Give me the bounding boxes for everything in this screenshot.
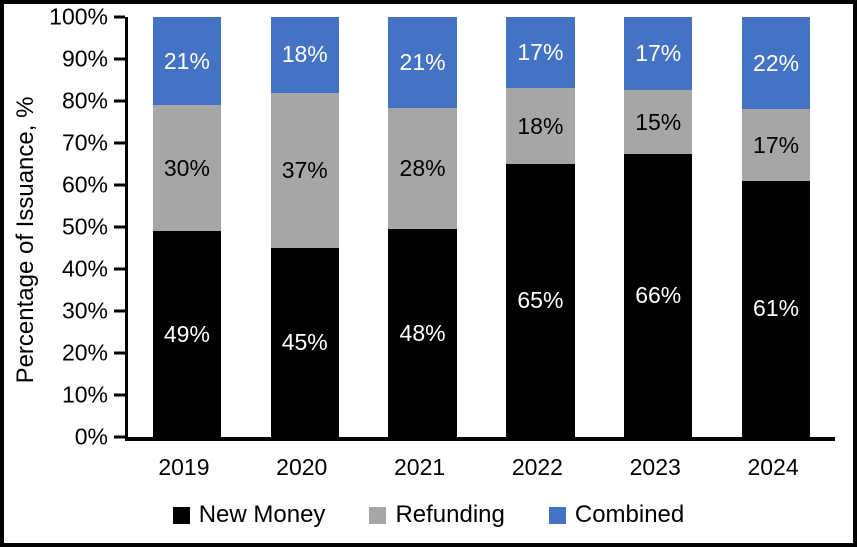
data-label: 17% bbox=[517, 39, 564, 66]
segment-combined-2020: 18% bbox=[270, 17, 339, 93]
segment-combined-2022: 17% bbox=[506, 17, 575, 89]
legend-label: Refunding bbox=[395, 501, 505, 528]
y-tick-label: 90% bbox=[61, 45, 108, 72]
segment-new-money-2024: 61% bbox=[741, 180, 811, 437]
legend-item-refunding: Refunding bbox=[369, 501, 505, 529]
plot-area: 49% 30% 21% 45% 37% 18% 48% 28% 21% 65% 18% 17% 66% 1… bbox=[114, 15, 835, 441]
bar-slot-2020: 45% 37% 18% bbox=[246, 17, 364, 437]
bar-slot-2024: 61% 17% 22% bbox=[717, 17, 835, 437]
segment-combined-2019: 21% bbox=[152, 17, 222, 106]
data-label: 15% bbox=[635, 108, 682, 135]
stacked-bar-2023: 66% 15% 17% bbox=[624, 17, 693, 437]
y-tick-label: 10% bbox=[61, 381, 108, 408]
bar-slot-2021: 48% 28% 21% bbox=[364, 17, 482, 437]
segment-new-money-2022: 65% bbox=[506, 164, 575, 437]
data-label: 45% bbox=[281, 329, 328, 355]
segment-refunding-2022: 18% bbox=[506, 88, 575, 164]
y-tick-mark bbox=[114, 309, 125, 313]
new-money-swatch-icon bbox=[172, 506, 190, 524]
y-axis-tick-labels: 100% 90% 80% 70% 60% 50% 40% 30% 20% 10%… bbox=[4, 5, 108, 448]
y-tick-mark bbox=[114, 57, 125, 61]
y-tick-label: 60% bbox=[61, 171, 108, 198]
y-tick-label: 50% bbox=[61, 213, 108, 240]
bar-slot-2022: 65% 18% 17% bbox=[481, 17, 599, 437]
y-tick-label: 80% bbox=[61, 87, 108, 114]
data-label: 21% bbox=[163, 47, 210, 74]
legend-label: New Money bbox=[198, 501, 326, 528]
data-label: 48% bbox=[399, 319, 446, 346]
segment-refunding-2019: 30% bbox=[152, 105, 222, 232]
data-label: 37% bbox=[281, 156, 328, 183]
combined-swatch-icon bbox=[548, 506, 566, 524]
segment-combined-2023: 17% bbox=[624, 17, 693, 90]
segment-new-money-2021: 48% bbox=[388, 229, 457, 437]
y-tick-label: 100% bbox=[49, 3, 108, 30]
data-label: 18% bbox=[281, 41, 328, 68]
x-tick-label: 2022 bbox=[511, 454, 563, 480]
y-tick-label: 70% bbox=[61, 129, 108, 156]
y-tick-mark bbox=[114, 351, 125, 355]
data-label: 22% bbox=[753, 49, 800, 76]
data-label: 18% bbox=[517, 112, 564, 139]
segment-refunding-2023: 15% bbox=[624, 89, 693, 155]
data-label: 61% bbox=[753, 295, 800, 322]
stacked-bar-2019: 49% 30% 21% bbox=[152, 17, 222, 437]
segment-refunding-2024: 17% bbox=[741, 109, 811, 181]
data-label: 17% bbox=[753, 131, 800, 158]
x-tick-label: 2019 bbox=[158, 454, 210, 480]
segment-new-money-2019: 49% bbox=[152, 231, 222, 437]
data-label: 65% bbox=[517, 287, 564, 313]
stacked-bar-2020: 45% 37% 18% bbox=[270, 17, 339, 437]
data-label: 17% bbox=[635, 39, 682, 66]
segment-refunding-2021: 28% bbox=[388, 107, 457, 230]
x-tick-label: 2021 bbox=[393, 454, 446, 480]
data-label: 30% bbox=[163, 154, 210, 181]
data-label: 49% bbox=[163, 320, 210, 347]
y-tick-label: 40% bbox=[61, 255, 108, 282]
bar-slot-2023: 66% 15% 17% bbox=[599, 17, 717, 437]
refunding-swatch-icon bbox=[369, 506, 387, 524]
segment-combined-2024: 22% bbox=[741, 17, 811, 110]
y-tick-label: 0% bbox=[74, 423, 108, 450]
y-tick-mark bbox=[114, 99, 125, 103]
legend: New Money Refunding Combined bbox=[4, 501, 853, 529]
legend-item-new-money: New Money bbox=[172, 501, 326, 529]
bars: 49% 30% 21% 45% 37% 18% 48% 28% 21% 65% 18% 17% 66% 1… bbox=[128, 17, 835, 437]
data-label: 28% bbox=[399, 155, 446, 182]
y-tick-label: 20% bbox=[61, 339, 108, 366]
y-tick-label: 30% bbox=[61, 297, 108, 324]
stacked-bar-2024: 61% 17% 22% bbox=[741, 17, 811, 437]
data-label: 66% bbox=[635, 282, 682, 309]
bar-slot-2019: 49% 30% 21% bbox=[128, 17, 246, 437]
legend-item-combined: Combined bbox=[548, 501, 685, 529]
x-tick-label: 2020 bbox=[276, 454, 328, 480]
y-tick-mark bbox=[114, 435, 125, 439]
y-tick-mark bbox=[114, 141, 125, 145]
x-axis-tick-labels: 2019 2020 2021 2022 2023 2024 bbox=[125, 454, 832, 481]
y-tick-mark bbox=[114, 15, 125, 19]
segment-new-money-2020: 45% bbox=[270, 248, 339, 437]
x-tick-label: 2023 bbox=[629, 454, 681, 480]
data-label: 21% bbox=[399, 48, 446, 75]
y-tick-mark bbox=[114, 267, 125, 271]
x-tick-label: 2024 bbox=[747, 454, 799, 480]
y-tick-mark bbox=[114, 393, 125, 397]
y-tick-mark bbox=[114, 183, 125, 187]
stacked-bar-2021: 48% 28% 21% bbox=[388, 17, 457, 437]
segment-refunding-2020: 37% bbox=[270, 92, 339, 248]
y-tick-mark bbox=[114, 225, 125, 229]
legend-label: Combined bbox=[574, 501, 685, 528]
stacked-bar-2022: 65% 18% 17% bbox=[506, 17, 575, 437]
segment-new-money-2023: 66% bbox=[624, 154, 693, 437]
segment-combined-2021: 21% bbox=[388, 17, 457, 108]
